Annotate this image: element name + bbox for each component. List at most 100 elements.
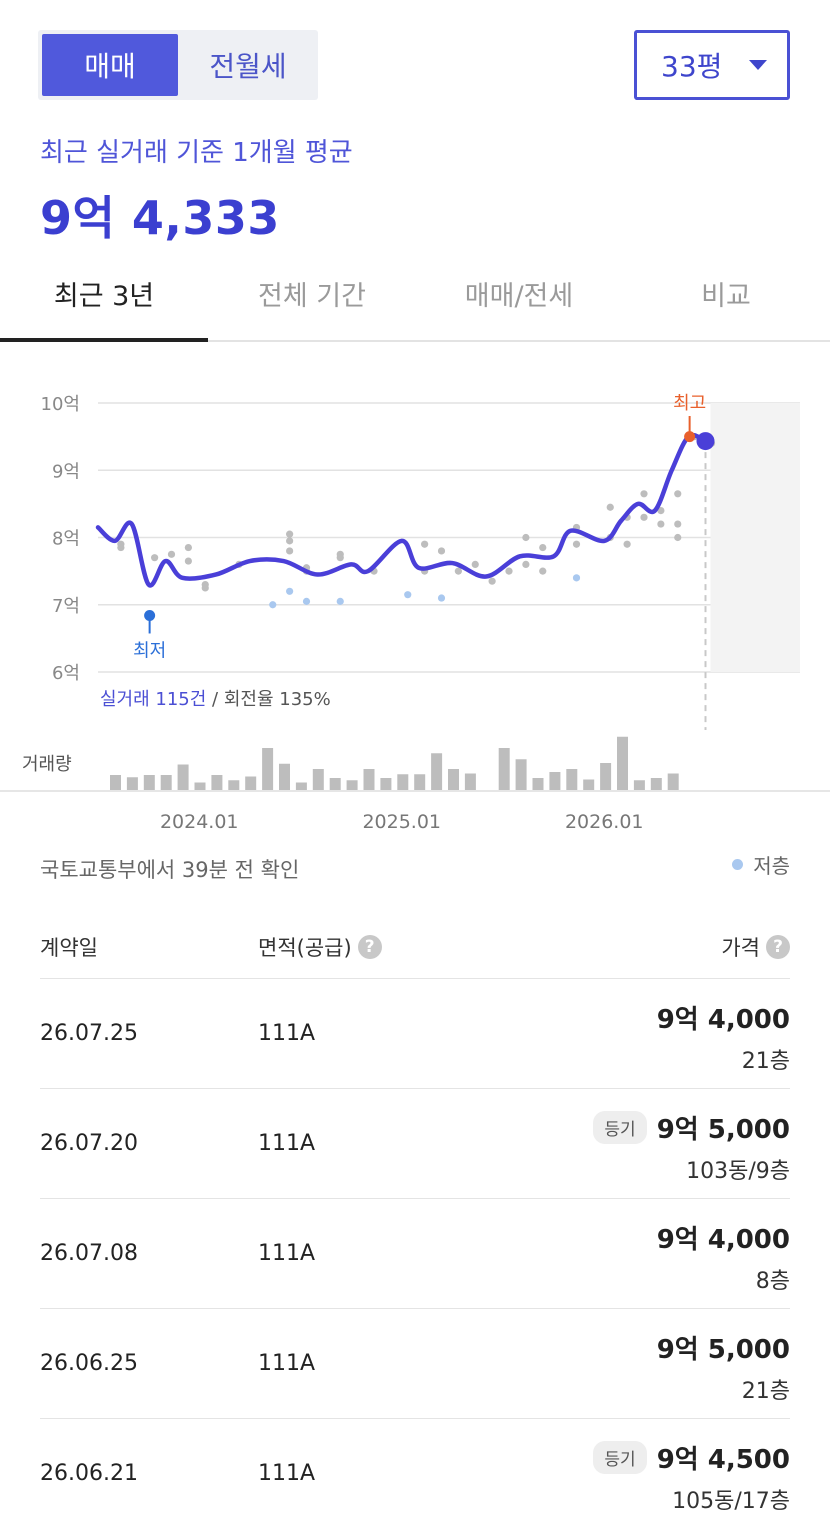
contract-date: 26.06.25 [40,1351,138,1376]
floor-info: 8층 [755,1269,790,1294]
contract-date: 26.07.20 [40,1131,138,1156]
transaction-point [488,577,496,585]
x-tick-label: 2024.01 [160,811,239,833]
x-tick-label: 2026.01 [565,811,644,833]
low-point [144,609,156,621]
volume-bar [312,769,324,790]
transaction-point [657,520,665,528]
tab-all-period[interactable]: 전체 기간 [258,281,366,312]
floor-info: 21층 [741,1379,790,1404]
volume-bar [262,748,274,790]
volume-bar [633,780,645,790]
volume-label: 거래량 [22,754,72,775]
contract-date: 26.07.25 [40,1021,138,1046]
chart-divider [0,790,830,792]
transaction-point [674,533,682,542]
trade-price: 9억 4,500 [656,1445,790,1475]
tab-sale-vs-jeonse[interactable]: 매매/전세 [464,281,574,312]
help-icon[interactable]: ? [766,935,790,959]
current-point [696,432,715,451]
registered-badge: 등기 [593,1111,647,1144]
y-tick-label: 6억 [52,663,80,684]
help-icon[interactable]: ? [357,935,382,959]
transaction-point [336,554,344,562]
volume-bar [498,748,510,790]
volume-bar [245,776,257,790]
low-floor-point [286,587,294,595]
volume-bar [177,764,189,790]
transaction-point [184,543,192,552]
y-tick-label: 9억 [52,461,80,482]
active-tab-indicator [0,338,208,342]
low-floor-point [404,591,412,599]
floor-info: 21층 [741,1049,790,1074]
volume-bar [414,774,426,790]
transaction-point [657,507,665,515]
recent-period-band [710,403,800,672]
transaction-points [117,433,716,609]
area-type: 111A [258,1351,316,1376]
area-header-label: 면적(공급) [258,936,352,960]
y-axis-ticks: 10억 9억 8억 7억 6억 [41,394,80,684]
volume-bar [397,774,409,790]
sale-tab-button[interactable]: 매매 [42,34,178,96]
volume-bar [329,778,341,790]
column-header-date: 계약일 [40,932,98,962]
tab-compare[interactable]: 비교 [701,281,751,312]
rent-tab-button[interactable]: 전월세 [209,50,287,83]
transaction-point [623,540,631,548]
table-row[interactable]: 26.06.25 111A 9억 5,000 21층 [40,1308,790,1418]
transaction-point [572,540,581,548]
volume-bar [295,782,307,790]
volume-bar [160,775,172,790]
volume-bar [143,775,155,790]
volume-bar [211,775,223,790]
registered-badge: 등기 [593,1441,647,1474]
trade-type-toggle: 매매 전월세 [38,30,318,100]
volume-bar [515,759,527,790]
price-cell: 9억 4,000 [657,999,790,1036]
tab-recent-3-years[interactable]: 최근 3년 [53,281,155,312]
volume-bars [110,736,679,790]
transaction-point [286,537,294,545]
table-row[interactable]: 26.07.08 111A 9억 4,000 8층 [40,1198,790,1308]
price-cell: 9억 5,000 [657,1329,790,1366]
transaction-point [167,550,176,558]
transaction-point [606,503,614,511]
volume-bar [617,736,628,790]
area-type: 111A [258,1021,316,1046]
area-type: 111A [258,1131,316,1156]
y-tick-label: 7억 [52,596,80,617]
volume-bar [194,782,206,790]
high-label: 최고 [673,393,706,414]
transaction-point [454,567,462,575]
transaction-point [640,513,648,521]
volume-bar [532,778,544,790]
price-cell: 등기 9억 4,500 [593,1439,790,1476]
transaction-point [674,490,682,498]
volume-bar [583,779,595,790]
volume-bar [380,778,392,790]
x-tick-label: 2025.01 [362,811,441,833]
transaction-point [421,540,429,548]
transaction-point [539,567,547,575]
transaction-point [286,530,294,538]
data-source-status: 국토교통부에서 39분 전 확인 [40,858,300,882]
volume-bar [650,778,662,790]
size-dropdown[interactable]: 33평 [634,30,790,100]
trade-price: 9억 4,000 [656,1005,790,1035]
transaction-point [184,557,192,565]
price-cell: 9억 4,000 [657,1219,790,1256]
table-row[interactable]: 26.07.25 111A 9억 4,000 21층 [40,978,790,1088]
trade-price: 9억 5,000 [656,1335,790,1365]
price-cell: 등기 9억 5,000 [593,1109,790,1146]
volume-bar [110,775,121,790]
turnover-rate: / 회전율 135% [206,689,330,710]
table-row[interactable]: 26.06.21 111A 등기 9억 4,500 105동/17층 [40,1418,790,1528]
transaction-point [505,567,513,575]
size-dropdown-value: 33평 [661,50,723,83]
table-row[interactable]: 26.07.20 111A 등기 9억 5,000 103동/9층 [40,1088,790,1198]
transaction-point [151,554,159,562]
